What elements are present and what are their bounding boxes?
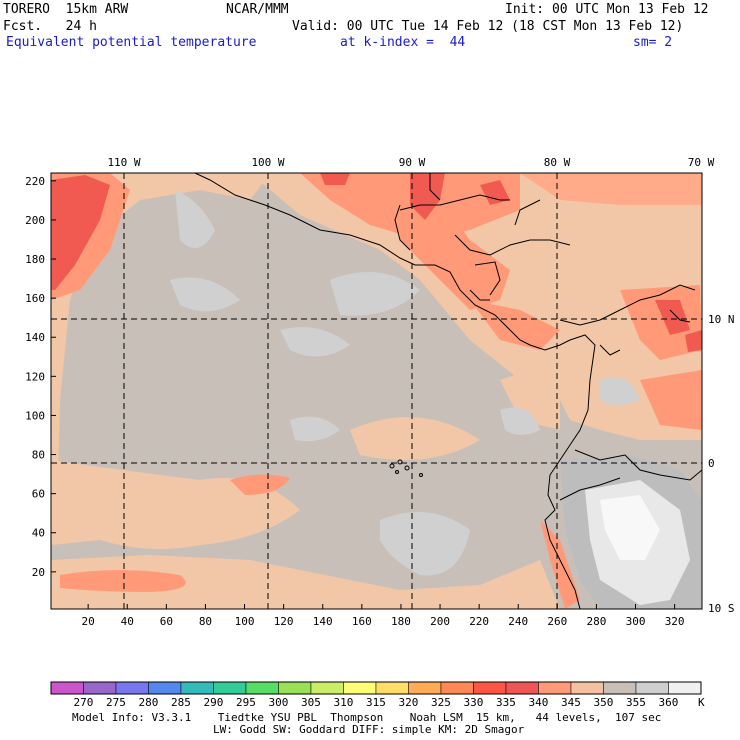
y-tick-label: 100 — [25, 409, 45, 422]
colorbar-label: 310 — [333, 696, 354, 709]
y-tick-label: 200 — [25, 214, 45, 227]
y-tick-label: 220 — [25, 175, 45, 188]
x-tick-label: 320 — [665, 615, 685, 628]
x-tick-label: 160 — [352, 615, 372, 628]
colorbar-label: 305 — [301, 696, 321, 709]
colorbar-label: 290 — [203, 696, 224, 709]
x-tick-label: 200 — [430, 615, 450, 628]
x-axis: 20 40 60 80 100 120 140 160 180 200 220 240 260 280 30… — [82, 604, 685, 628]
field-name: Equivalent potential temperature — [6, 35, 257, 50]
x-tick-label: 220 — [469, 615, 489, 628]
x-tick-label: 180 — [391, 615, 411, 628]
y-tick-label: 120 — [25, 370, 45, 383]
coastlines — [194, 173, 702, 609]
y-tick-label: 140 — [25, 331, 45, 344]
init-time: Init: 00 UTC Mon 13 Feb 12 — [505, 2, 709, 17]
x-tick-label: 240 — [508, 615, 528, 628]
y-tick-label: 160 — [25, 292, 45, 305]
x-tick-label: 300 — [626, 615, 646, 628]
lat-lon-grid — [51, 173, 702, 609]
colorbar-unit: K — [698, 696, 705, 709]
x-tick-label: 80 — [199, 615, 212, 628]
theta-e-field — [51, 173, 702, 609]
colorbar-label: 320 — [398, 696, 419, 709]
x-tick-label: 120 — [274, 615, 294, 628]
colorbar-label: 340 — [528, 696, 549, 709]
model-info: Model Info: V3.3.1 Tiedtke YSU PBL Thomp… — [72, 711, 662, 724]
physics-info: LW: Godd SW: Goddard DIFF: simple KM: 2D… — [213, 723, 525, 736]
colorbar-label: 345 — [561, 696, 581, 709]
y-tick-label: 80 — [32, 449, 45, 462]
colorbar-label: 360 — [658, 696, 679, 709]
colorbar-label: 335 — [496, 696, 516, 709]
y-tick-label: 20 — [32, 566, 45, 579]
y-tick-label: 40 — [32, 527, 45, 540]
y-axis: 220 200 180 160 140 120 100 80 60 40 20 — [25, 175, 56, 579]
valid-time: Valid: 00 UTC Tue 14 Feb 12 (18 CST Mon … — [292, 19, 684, 34]
colorbar-label: 285 — [171, 696, 191, 709]
colorbar-label: 295 — [236, 696, 256, 709]
colorbar-label: 270 — [73, 696, 94, 709]
lon-label: 80 W — [544, 156, 571, 169]
colorbar-label: 355 — [626, 696, 646, 709]
x-tick-label: 60 — [160, 615, 173, 628]
organization: NCAR/MMM — [226, 2, 289, 17]
x-tick-label: 20 — [82, 615, 95, 628]
colorbar-label: 280 — [138, 696, 159, 709]
colorbar-label: 325 — [431, 696, 451, 709]
lon-label: 100 W — [251, 156, 284, 169]
lon-label: 70 W — [688, 156, 715, 169]
colorbar-label: 315 — [366, 696, 386, 709]
lat-label: 0 — [708, 457, 715, 470]
lat-label: 10 S — [708, 602, 735, 615]
y-tick-label: 180 — [25, 253, 45, 266]
lon-label: 110 W — [107, 156, 140, 169]
smoothing-info: sm= 2 — [633, 35, 673, 50]
colorbar-label: 330 — [463, 696, 484, 709]
x-tick-label: 100 — [235, 615, 255, 628]
forecast-hour: Fcst. 24 h — [3, 19, 97, 34]
x-tick-label: 40 — [121, 615, 134, 628]
map-frame — [50, 172, 703, 610]
model-name: TORERO 15km ARW — [3, 2, 129, 17]
y-tick-label: 60 — [32, 488, 45, 501]
x-tick-label: 140 — [313, 615, 333, 628]
lon-label: 90 W — [399, 156, 426, 169]
lat-label: 10 N — [708, 313, 735, 326]
x-tick-label: 280 — [586, 615, 606, 628]
colorbar-label: 300 — [268, 696, 289, 709]
colorbar-label: 350 — [593, 696, 614, 709]
x-tick-label: 260 — [547, 615, 567, 628]
colorbar-label: 275 — [106, 696, 126, 709]
level-info: at k-index = 44 — [340, 35, 466, 50]
